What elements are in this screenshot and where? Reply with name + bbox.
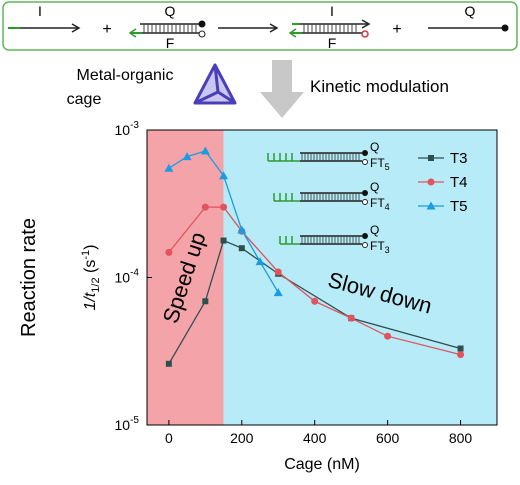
inset-label: Q — [370, 140, 379, 154]
scheme-box — [2, 1, 518, 51]
marker — [457, 345, 464, 352]
big-arrow — [260, 60, 304, 118]
marker — [238, 245, 245, 252]
x-tick-label: 200 — [230, 430, 254, 446]
quencher — [501, 24, 509, 32]
label: I — [38, 3, 42, 19]
y-tick-label: 10-5 — [115, 415, 140, 433]
arrowhead — [269, 23, 279, 33]
modulation-label: Kinetic modulation — [310, 77, 449, 96]
legend-label: T3 — [450, 150, 468, 167]
inset-quencher — [362, 233, 368, 239]
scheme: I + Q F I F + Q — [2, 1, 518, 51]
marker — [428, 155, 434, 161]
marker — [457, 351, 465, 359]
quencher — [198, 20, 206, 28]
x-tick-label: 0 — [165, 430, 173, 446]
y-axis-title: Reaction rate — [18, 218, 40, 337]
y-tick-label: 10-4 — [115, 268, 140, 286]
x-tick-label: 400 — [303, 430, 327, 446]
fluorophore — [198, 30, 206, 38]
inset-quencher — [362, 150, 368, 156]
marker — [237, 225, 247, 234]
x-tick-label: 800 — [449, 430, 473, 446]
legend-label: T5 — [450, 198, 468, 215]
cage-icon — [193, 63, 237, 105]
inset-label: Q — [370, 223, 379, 237]
marker — [201, 203, 209, 211]
marker — [274, 268, 282, 276]
marker — [165, 248, 173, 256]
inset-label: FT5 — [370, 156, 390, 172]
fluorophore — [361, 30, 369, 38]
marker — [202, 298, 209, 305]
inset-fluorophore — [362, 242, 368, 248]
legend-label: T4 — [450, 174, 468, 191]
cage-label: cage — [67, 91, 102, 108]
y-axis-label: 1/t1/2 (s-1) — [80, 245, 102, 311]
inset-fluorophore — [362, 159, 368, 165]
marker — [164, 163, 174, 172]
label: I — [330, 3, 334, 19]
label: Q — [165, 3, 176, 19]
inset-fluorophore — [362, 199, 368, 205]
marker — [165, 360, 172, 367]
marker — [347, 314, 355, 322]
marker — [220, 203, 228, 211]
marker — [182, 152, 192, 161]
label: F — [328, 35, 337, 51]
x-axis-label: Cage (nM) — [284, 456, 360, 473]
region — [147, 130, 224, 425]
y-tick-label: 10-3 — [115, 120, 140, 138]
marker — [426, 201, 436, 210]
arrowhead — [71, 23, 81, 33]
x-tick-label: 600 — [376, 430, 400, 446]
marker — [200, 146, 210, 155]
arrowhead — [361, 19, 371, 29]
cage-label: Metal-organic — [77, 67, 174, 84]
marker — [273, 288, 283, 297]
marker — [311, 297, 319, 305]
inset-label: Q — [370, 180, 379, 194]
inset-label: FT3 — [370, 239, 390, 255]
label: + — [102, 21, 111, 38]
marker — [427, 178, 435, 186]
label: Q — [465, 3, 476, 19]
marker — [384, 332, 392, 340]
arrowhead — [128, 28, 137, 38]
inset-label: FT4 — [370, 196, 390, 212]
marker — [220, 237, 227, 244]
inset-quencher — [362, 190, 368, 196]
marker — [219, 171, 229, 180]
arrowhead — [288, 28, 297, 38]
marker — [255, 257, 265, 266]
base-pairs — [143, 24, 197, 33]
label: F — [166, 35, 175, 51]
base-pairs — [303, 24, 357, 33]
label: + — [392, 21, 401, 38]
